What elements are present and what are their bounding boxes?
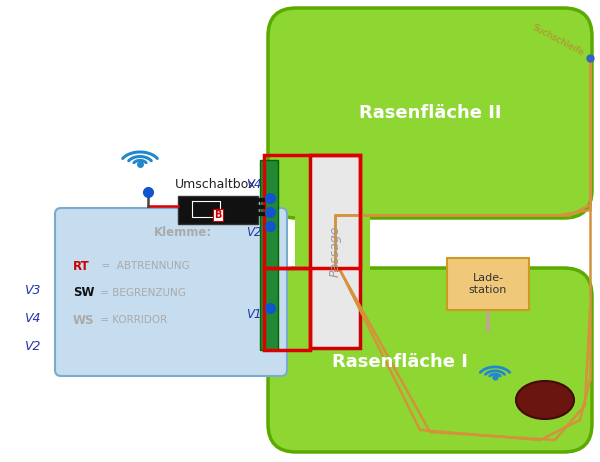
Text: Lade-
station: Lade- station	[469, 273, 507, 295]
Text: =  ABTRENNUNG: = ABTRENNUNG	[95, 261, 190, 271]
Text: = KORRIDOR: = KORRIDOR	[97, 315, 167, 325]
Bar	[264, 268, 310, 350]
Text: Rasenfläche II: Rasenfläche II	[359, 104, 501, 122]
Text: SW: SW	[73, 286, 95, 299]
Bar	[310, 155, 360, 348]
Text: V4: V4	[247, 177, 262, 190]
Bar	[447, 258, 529, 310]
Text: Rasenfläche I: Rasenfläche I	[332, 353, 468, 371]
Text: B: B	[214, 210, 221, 220]
Text: Passage: Passage	[329, 226, 341, 277]
Bar	[178, 196, 258, 224]
Text: WS: WS	[73, 314, 95, 327]
Ellipse shape	[516, 381, 574, 419]
Text: Klemme:: Klemme:	[154, 226, 212, 239]
FancyBboxPatch shape	[55, 208, 287, 376]
Bar	[295, 215, 370, 272]
Text: V2: V2	[24, 340, 40, 353]
Text: = BEGRENZUNG: = BEGRENZUNG	[97, 288, 186, 298]
Bar	[264, 155, 360, 268]
FancyBboxPatch shape	[268, 8, 592, 218]
Text: V1: V1	[247, 309, 262, 322]
Text: V2: V2	[247, 226, 262, 239]
Text: V4: V4	[24, 311, 40, 324]
FancyBboxPatch shape	[268, 268, 592, 452]
Bar	[260, 160, 278, 350]
Text: Umschaltbox: Umschaltbox	[175, 178, 256, 192]
Text: Suchschleife: Suchschleife	[530, 23, 586, 57]
Text: V3: V3	[24, 284, 40, 297]
Text: RT: RT	[73, 260, 90, 273]
